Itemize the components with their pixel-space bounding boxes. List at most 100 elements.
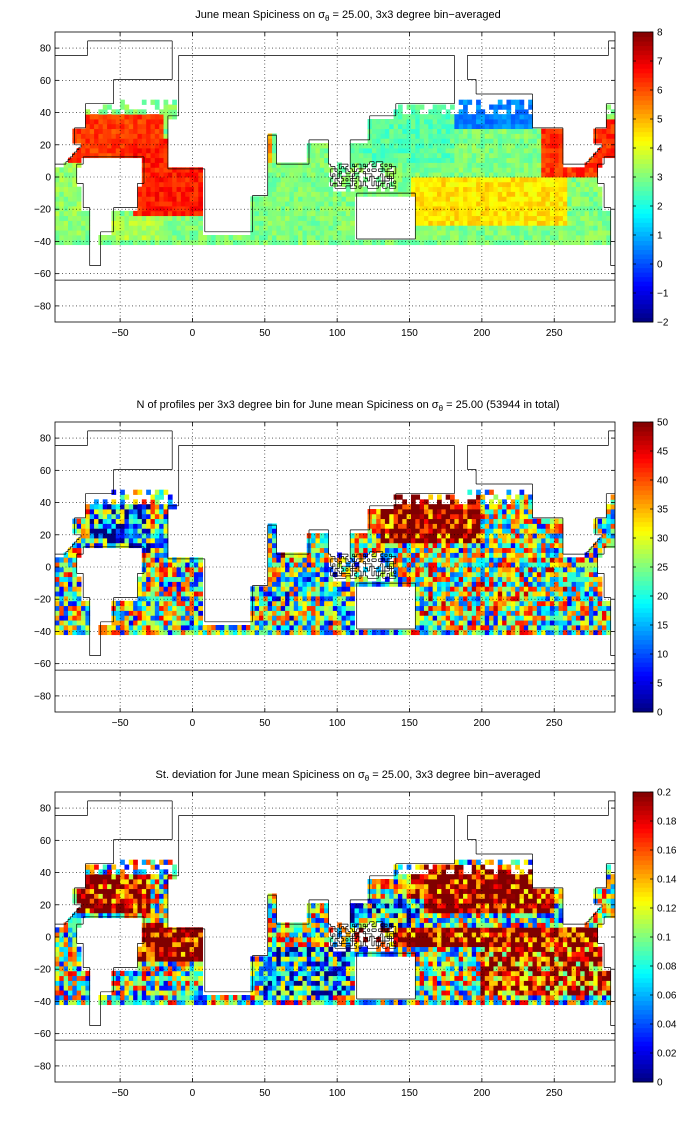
heatmap-cell: [428, 494, 434, 500]
heatmap-cell: [285, 239, 290, 246]
heatmap-cell: [120, 610, 125, 616]
heatmap-cell: [263, 620, 269, 626]
heatmap-cell: [463, 148, 468, 154]
heatmap-cell: [189, 600, 195, 607]
heatmap-cell: [163, 196, 169, 202]
heatmap-cell: [454, 133, 460, 139]
heatmap-cell: [59, 625, 65, 631]
heatmap-cell: [497, 143, 503, 149]
heatmap-cell: [463, 230, 468, 236]
heatmap-cell: [450, 533, 455, 539]
heatmap-cell: [458, 518, 464, 524]
heatmap-cell: [428, 191, 434, 197]
heatmap-cell: [324, 206, 329, 212]
heatmap-cell: [454, 509, 460, 515]
heatmap-cell: [224, 235, 230, 241]
heatmap-cell: [98, 143, 104, 149]
heatmap-cell: [415, 605, 421, 611]
heatmap-cell: [94, 533, 99, 539]
heatmap-cell: [415, 181, 421, 188]
heatmap-cell: [562, 610, 568, 616]
heatmap-cell: [68, 605, 73, 611]
heatmap-cell: [441, 128, 447, 134]
heatmap-cell: [254, 230, 260, 236]
heatmap-cell: [128, 629, 134, 636]
heatmap-cell: [445, 167, 451, 173]
heatmap-cell: [393, 629, 399, 636]
heatmap-cell: [428, 509, 434, 515]
heatmap-cell: [489, 576, 494, 582]
heatmap-cell: [437, 157, 442, 163]
heatmap-cell: [549, 576, 555, 582]
heatmap-cell: [154, 177, 160, 183]
heatmap-cell: [298, 225, 303, 231]
heatmap-cell: [146, 552, 151, 558]
heatmap-cell: [601, 610, 607, 616]
heatmap-cell: [575, 230, 581, 236]
heatmap-cell: [528, 591, 533, 597]
heatmap-cell: [493, 615, 499, 621]
heatmap-cell: [276, 201, 282, 207]
heatmap-cell: [415, 157, 421, 163]
colorbar-segment: [633, 63, 653, 69]
heatmap-cell: [528, 610, 533, 616]
heatmap-cell: [415, 567, 421, 573]
heatmap-cell: [315, 239, 321, 246]
heatmap-cell: [558, 230, 564, 236]
heatmap-cell: [441, 538, 447, 544]
heatmap-cell: [107, 104, 112, 110]
heatmap-cell: [141, 201, 147, 207]
heatmap-cell: [445, 528, 451, 534]
heatmap-cell: [549, 128, 555, 134]
heatmap-cell: [528, 123, 533, 130]
heatmap-cell: [571, 625, 577, 631]
heatmap-cell: [267, 143, 273, 149]
heatmap-cell: [354, 177, 360, 183]
heatmap-cell: [128, 538, 134, 544]
heatmap-cell: [154, 509, 160, 515]
heatmap-cell: [428, 533, 434, 539]
heatmap-cell: [528, 523, 533, 529]
heatmap-cell: [610, 138, 615, 144]
heatmap-cell: [293, 625, 299, 631]
heatmap-cell: [601, 133, 607, 139]
heatmap-cell: [389, 528, 394, 534]
heatmap-cell: [63, 196, 69, 202]
heatmap-cell: [354, 152, 360, 159]
heatmap-cell: [497, 210, 503, 217]
heatmap-cell: [176, 191, 182, 197]
heatmap-cell: [72, 215, 78, 221]
heatmap-cell: [463, 128, 468, 134]
heatmap-cell: [519, 547, 525, 553]
heatmap-cell: [554, 235, 559, 241]
heatmap-cell: [137, 143, 143, 149]
heatmap-cell: [141, 128, 147, 134]
heatmap-cell: [72, 591, 78, 597]
heatmap-cell: [541, 625, 546, 631]
heatmap-cell: [549, 538, 555, 544]
heatmap-cell: [476, 123, 481, 130]
heatmap-cell: [454, 523, 460, 529]
heatmap-cell: [159, 235, 164, 241]
heatmap-cell: [428, 109, 434, 115]
heatmap-cell: [571, 591, 577, 597]
heatmap-cell: [519, 571, 525, 578]
colorbar-segment: [633, 99, 653, 105]
heatmap-cell: [437, 557, 442, 563]
heatmap-cell: [76, 615, 82, 621]
heatmap-cell: [128, 235, 134, 241]
heatmap-cell: [476, 201, 481, 207]
colorbar-segment: [633, 154, 653, 160]
heatmap-cell: [280, 206, 286, 212]
heatmap-cell: [463, 167, 468, 173]
heatmap-cell: [467, 596, 473, 602]
heatmap-cell: [606, 542, 612, 549]
heatmap-cell: [506, 123, 512, 130]
heatmap-cell: [63, 571, 69, 578]
heatmap-cell: [593, 157, 599, 163]
heatmap-cell: [432, 114, 438, 120]
heatmap-cell: [159, 167, 164, 173]
heatmap-cell: [150, 128, 156, 134]
heatmap-cell: [272, 528, 277, 534]
heatmap-cell: [515, 196, 520, 202]
